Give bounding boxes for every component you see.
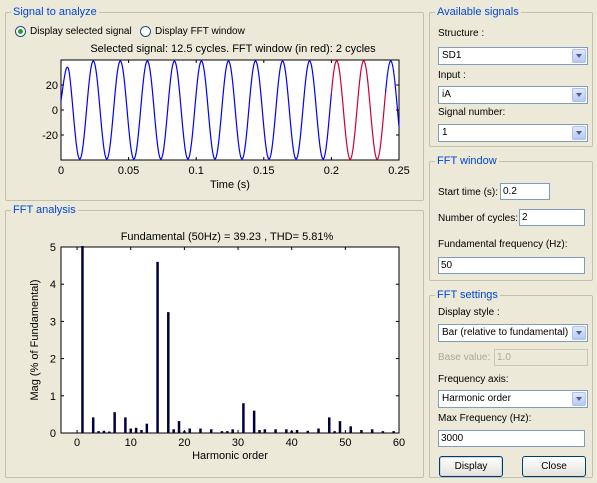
signal-panel-title: Signal to analyze	[11, 5, 99, 19]
fft-window-panel: FFT window Start time (s): 0.2 Number of…	[429, 154, 593, 281]
structure-value: SD1	[442, 50, 462, 61]
display-button[interactable]: Display	[439, 456, 503, 477]
base-value-input: 1.0	[494, 349, 588, 366]
signal-number-label: Signal number:	[438, 107, 506, 118]
display-fft-window-label[interactable]: Display FFT window	[155, 26, 245, 37]
available-signals-panel: Available signals Structure : SD1 Input …	[429, 5, 593, 147]
fundamental-frequency-input[interactable]: 50	[438, 257, 585, 274]
base-value-label: Base value:	[438, 352, 491, 363]
signal-number-value: 1	[442, 127, 448, 138]
structure-label: Structure :	[438, 28, 485, 39]
input-value: iA	[442, 89, 451, 100]
frequency-axis-select[interactable]: Harmonic order	[438, 390, 588, 408]
chevron-down-icon[interactable]	[572, 126, 586, 140]
signal-panel: Signal to analyze Display selected signa…	[5, 5, 424, 201]
display-style-value: Bar (relative to fundamental)	[442, 327, 569, 338]
number-of-cycles-label: Number of cycles:	[438, 213, 519, 224]
radio-checked-dot	[18, 29, 23, 34]
number-of-cycles-input[interactable]: 2	[519, 209, 585, 226]
start-time-input[interactable]: 0.2	[500, 183, 550, 200]
input-select[interactable]: iA	[438, 86, 588, 104]
input-label: Input :	[438, 70, 466, 81]
display-selected-label[interactable]: Display selected signal	[30, 26, 132, 37]
max-frequency-label: Max Frequency (Hz):	[438, 413, 532, 424]
fft-analysis-panel: FFT analysis	[5, 203, 424, 478]
signal-number-select[interactable]: 1	[438, 124, 588, 142]
chevron-down-icon[interactable]	[572, 49, 586, 63]
fft-window-title: FFT window	[435, 154, 499, 168]
close-button[interactable]: Close	[522, 456, 586, 477]
display-fft-window-radio[interactable]	[140, 26, 151, 37]
start-time-label: Start time (s):	[438, 187, 499, 198]
fft-analysis-title: FFT analysis	[11, 203, 78, 217]
frequency-axis-label: Frequency axis:	[438, 374, 509, 385]
display-style-label: Display style :	[438, 307, 500, 318]
max-frequency-input[interactable]: 3000	[438, 430, 585, 447]
fft-settings-panel: FFT settings Display style : Bar (relati…	[429, 288, 593, 478]
display-style-select[interactable]: Bar (relative to fundamental)	[438, 324, 588, 342]
chevron-down-icon[interactable]	[572, 326, 586, 340]
chevron-down-icon[interactable]	[572, 392, 586, 406]
fundamental-frequency-label: Fundamental frequency (Hz):	[438, 239, 568, 250]
frequency-axis-value: Harmonic order	[442, 393, 511, 404]
structure-select[interactable]: SD1	[438, 47, 588, 65]
chevron-down-icon[interactable]	[572, 88, 586, 102]
display-selected-radio[interactable]	[15, 26, 26, 37]
fft-settings-title: FFT settings	[435, 288, 500, 302]
available-signals-title: Available signals	[435, 5, 521, 19]
